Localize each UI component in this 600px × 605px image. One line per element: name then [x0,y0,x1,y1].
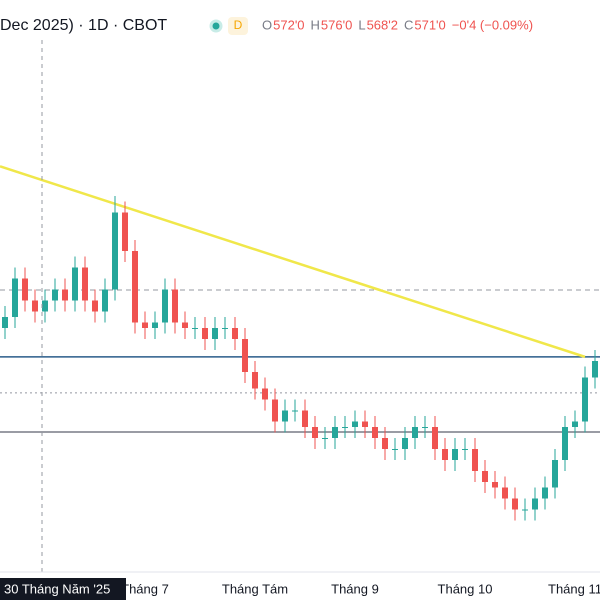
candle-body [232,328,238,339]
header-bar [0,0,600,40]
candle-body [302,410,308,427]
candle-body [522,509,528,511]
candle-body [502,487,508,499]
candle-body [42,300,48,312]
candle-body [472,449,478,471]
candle-body [22,278,28,301]
ohlc-value: 571'0 [414,17,445,32]
candle-body [122,212,128,251]
candle-body [212,328,218,339]
x-tick-label: Tháng 10 [438,581,493,596]
x-tick-label: Tháng 11 [548,581,600,596]
candle-body [582,377,588,422]
candle-body [572,421,578,427]
candle-body [402,438,408,449]
candle-body [342,427,348,428]
candle-body [282,410,288,422]
plot [0,165,600,521]
ohlc-key: O [262,17,272,32]
candle-body [62,289,68,301]
candle-body [112,212,118,290]
crosshair-label-box [0,578,126,600]
candle-body [82,267,88,301]
candle-body [412,427,418,438]
candle-body [442,449,448,460]
candle-body [422,427,428,428]
candle-body [392,449,398,450]
ohlc-legend: O 572'0 H 576'0 L 568'2 C 571'0 −0'4 (−0.09%) [262,17,533,32]
candle-body [352,421,358,427]
candle-body [92,300,98,312]
candle-body [102,289,108,312]
candle-body [132,251,138,323]
status-dot [209,19,223,33]
candle-body [52,289,58,301]
candle-body [382,438,388,449]
ohlc-key: C [404,17,413,32]
candle-body [272,399,278,422]
candle-body [322,438,328,439]
candle-body [202,328,208,339]
x-tick-label: Tháng 7 [121,581,169,596]
candle-body [222,328,228,329]
candle-body [452,449,458,460]
x-tick-label: Tháng 9 [331,581,379,596]
candle-body [2,317,8,328]
candle-body [312,427,318,438]
candle-body [482,471,488,482]
candle-body [32,300,38,312]
ohlc-value: 576'0 [321,17,352,32]
candle-body [332,427,338,438]
candle-body [152,322,158,328]
candle-body [592,361,598,378]
candle-body [12,278,18,317]
candle-body [172,289,178,323]
candle-body [432,427,438,449]
candle-body [362,421,368,427]
candle-body [512,498,518,510]
x-tick-label: Tháng Tám [222,581,288,596]
candle-body [262,388,268,400]
ohlc-key: L [358,17,365,32]
badge: D [234,18,243,32]
ohlc-key: H [311,17,320,32]
candle-body [162,289,168,323]
ohlc-value: 568'2 [367,17,398,32]
change: −0'4 (−0.09%) [452,17,533,32]
crosshair-label: 30 Tháng Năm '25 [4,581,110,596]
candle-body [292,410,298,412]
badge-box [228,17,248,35]
candle-body [182,322,188,328]
candle-body [492,482,498,488]
candle-body [532,498,538,510]
candle-body [552,460,558,488]
trendline [0,165,586,359]
candle-body [462,449,468,450]
x-labels: Tháng 7 Tháng Tám Tháng 9 Tháng 10 Tháng 11 [121,581,600,596]
candle-body [252,372,258,389]
symbol: Dec 2025) · 1D · CBOT [0,17,167,34]
candle-body [562,427,568,460]
candle-body [542,487,548,499]
candle-body [372,427,378,438]
candle-body [192,328,198,329]
ohlc-value: 572'0 [273,17,304,32]
candle-body [142,322,148,328]
candle-body [72,267,78,301]
candle-body [242,339,248,372]
